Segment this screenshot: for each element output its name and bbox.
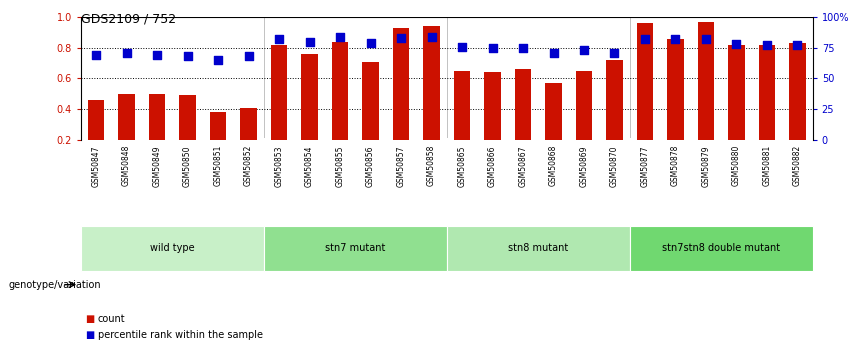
Text: GSM50849: GSM50849 — [152, 145, 162, 187]
Point — [791, 43, 804, 48]
Bar — [363, 62, 379, 170]
Text: stn7 mutant: stn7 mutant — [325, 244, 386, 253]
Text: GSM50879: GSM50879 — [701, 145, 711, 187]
Text: GSM50870: GSM50870 — [610, 145, 619, 187]
Bar — [240, 108, 257, 170]
Text: GSM50866: GSM50866 — [488, 145, 497, 187]
Text: GSM50878: GSM50878 — [671, 145, 680, 186]
Point — [334, 34, 347, 40]
Bar — [271, 45, 288, 170]
Text: stn8 mutant: stn8 mutant — [508, 244, 568, 253]
Point — [486, 45, 500, 51]
Text: GSM50869: GSM50869 — [580, 145, 589, 187]
Point — [638, 37, 652, 42]
Bar — [545, 83, 562, 170]
Text: GSM50882: GSM50882 — [793, 145, 802, 186]
Text: GSM50867: GSM50867 — [518, 145, 528, 187]
Text: GSM50853: GSM50853 — [275, 145, 283, 187]
Bar — [264, 226, 447, 271]
Text: GSM50857: GSM50857 — [397, 145, 406, 187]
Bar — [758, 45, 775, 170]
Point — [425, 34, 438, 40]
Point — [455, 44, 469, 49]
Bar — [484, 72, 501, 170]
Bar — [149, 94, 165, 170]
Text: GSM50868: GSM50868 — [549, 145, 558, 186]
Bar — [447, 226, 630, 271]
Text: stn7stn8 double mutant: stn7stn8 double mutant — [662, 244, 780, 253]
Point — [517, 45, 530, 51]
Text: GSM50848: GSM50848 — [122, 145, 131, 186]
Text: GSM50877: GSM50877 — [641, 145, 649, 187]
Bar — [637, 23, 654, 170]
Text: GSM50880: GSM50880 — [732, 145, 741, 186]
Text: wild type: wild type — [150, 244, 195, 253]
Bar — [88, 100, 105, 170]
Bar — [698, 22, 714, 170]
Text: GSM50855: GSM50855 — [335, 145, 345, 187]
Point — [608, 50, 621, 56]
Text: GSM50865: GSM50865 — [458, 145, 466, 187]
Point — [700, 37, 713, 42]
Text: GSM50856: GSM50856 — [366, 145, 375, 187]
Bar — [630, 226, 813, 271]
Bar — [515, 69, 531, 170]
Text: percentile rank within the sample: percentile rank within the sample — [98, 330, 263, 339]
Bar — [423, 27, 440, 170]
Bar — [180, 95, 196, 170]
Text: GSM50847: GSM50847 — [92, 145, 100, 187]
Bar — [118, 94, 135, 170]
Point — [303, 39, 317, 45]
Point — [669, 37, 683, 42]
Bar — [301, 54, 318, 170]
Bar — [332, 42, 348, 170]
Point — [363, 40, 377, 46]
Bar — [667, 39, 684, 170]
Bar — [606, 60, 623, 170]
Bar — [392, 28, 409, 170]
Point — [151, 52, 164, 58]
Text: GSM50881: GSM50881 — [762, 145, 772, 186]
Point — [394, 35, 408, 41]
Text: ■: ■ — [85, 314, 94, 324]
Text: GSM50854: GSM50854 — [305, 145, 314, 187]
Point — [272, 37, 286, 42]
Point — [242, 54, 255, 59]
Point — [577, 48, 591, 53]
Text: GSM50858: GSM50858 — [427, 145, 436, 186]
Point — [180, 54, 194, 59]
Bar — [454, 71, 471, 170]
Bar — [209, 112, 226, 170]
Point — [120, 50, 134, 56]
Text: GSM50851: GSM50851 — [214, 145, 223, 186]
Point — [89, 52, 103, 58]
Bar — [575, 71, 592, 170]
Bar — [728, 45, 745, 170]
Point — [211, 57, 225, 63]
Text: genotype/variation: genotype/variation — [9, 280, 101, 289]
Text: count: count — [98, 314, 125, 324]
Bar — [789, 43, 806, 170]
Text: GSM50852: GSM50852 — [244, 145, 253, 186]
Point — [546, 50, 560, 56]
Text: ■: ■ — [85, 330, 94, 339]
Point — [760, 43, 774, 48]
Text: GSM50850: GSM50850 — [183, 145, 192, 187]
Text: GDS2109 / 752: GDS2109 / 752 — [81, 12, 176, 25]
Point — [729, 41, 743, 47]
Bar — [81, 226, 264, 271]
